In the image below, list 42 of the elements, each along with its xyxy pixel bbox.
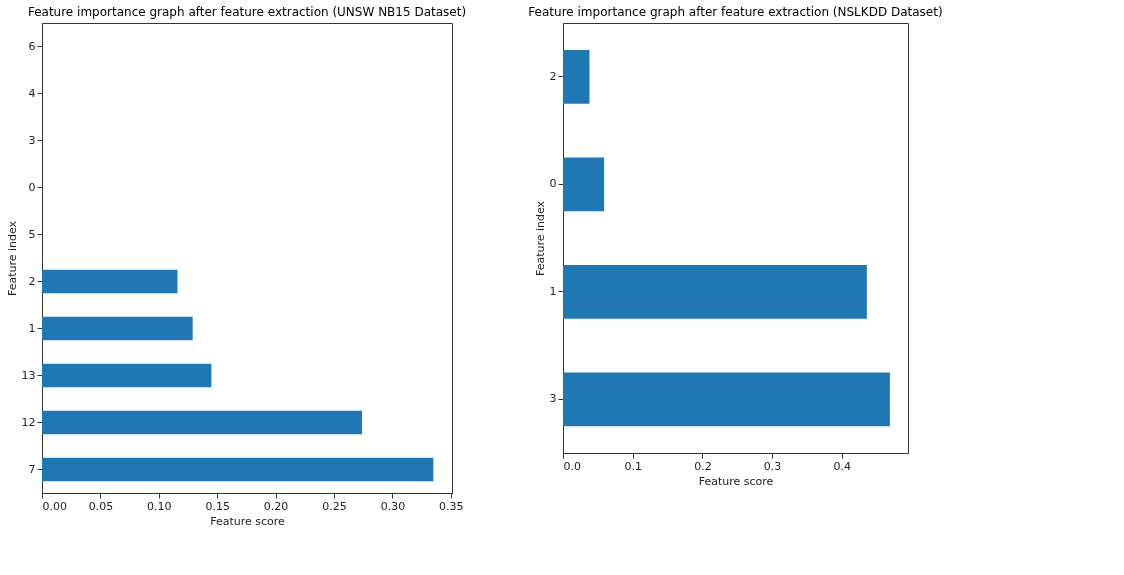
y-tick-label: 2 <box>28 274 36 288</box>
bar <box>42 363 212 388</box>
y-tick-label: 7 <box>28 462 36 476</box>
bar <box>563 157 605 212</box>
x-tick-label: 0.05 <box>88 499 114 513</box>
y-tick-label: 3 <box>549 392 557 406</box>
x-tick-label: 0.3 <box>763 459 782 473</box>
bar <box>42 457 434 482</box>
x-tick-label: 0.0 <box>563 459 581 473</box>
chart-title: Feature importance graph after feature extraction (NSLKDD Dataset) <box>528 5 943 19</box>
bar <box>563 372 890 427</box>
x-tick-label: 0.2 <box>694 459 712 473</box>
y-tick-label: 1 <box>549 284 557 298</box>
y-tick-label: 13 <box>21 368 36 382</box>
y-tick-label: 2 <box>549 69 557 83</box>
y-tick-label: 5 <box>28 227 36 241</box>
x-axis-title: Feature score <box>210 514 286 528</box>
y-tick-label: 0 <box>549 177 557 191</box>
y-tick-label: 1 <box>28 321 36 335</box>
bar <box>42 269 178 294</box>
y-axis-title: Feature index <box>5 220 19 297</box>
bar <box>563 49 590 104</box>
x-tick-label: 0.25 <box>322 499 347 513</box>
bar <box>42 316 193 341</box>
y-tick-label: 6 <box>28 39 36 53</box>
x-tick-label: 0.00 <box>42 499 67 513</box>
x-tick-label: 0.30 <box>380 499 406 513</box>
bar <box>563 264 867 319</box>
y-tick-label: 0 <box>28 180 36 194</box>
x-tick-label: 0.10 <box>147 499 172 513</box>
x-tick-label: 0.35 <box>439 499 464 513</box>
bar <box>42 410 363 435</box>
y-tick-label: 3 <box>28 133 36 147</box>
chart-title: Feature importance graph after feature extraction (UNSW NB15 Dataset) <box>27 5 467 19</box>
x-tick-label: 0.1 <box>624 459 642 473</box>
y-tick-label: 4 <box>28 86 36 100</box>
y-axis-title: Feature index <box>533 200 547 277</box>
x-tick-label: 0.15 <box>205 499 230 513</box>
x-tick-label: 0.4 <box>833 459 852 473</box>
x-tick-label: 0.20 <box>263 499 289 513</box>
x-axis-title: Feature score <box>698 474 774 488</box>
y-tick-label: 12 <box>21 415 36 429</box>
